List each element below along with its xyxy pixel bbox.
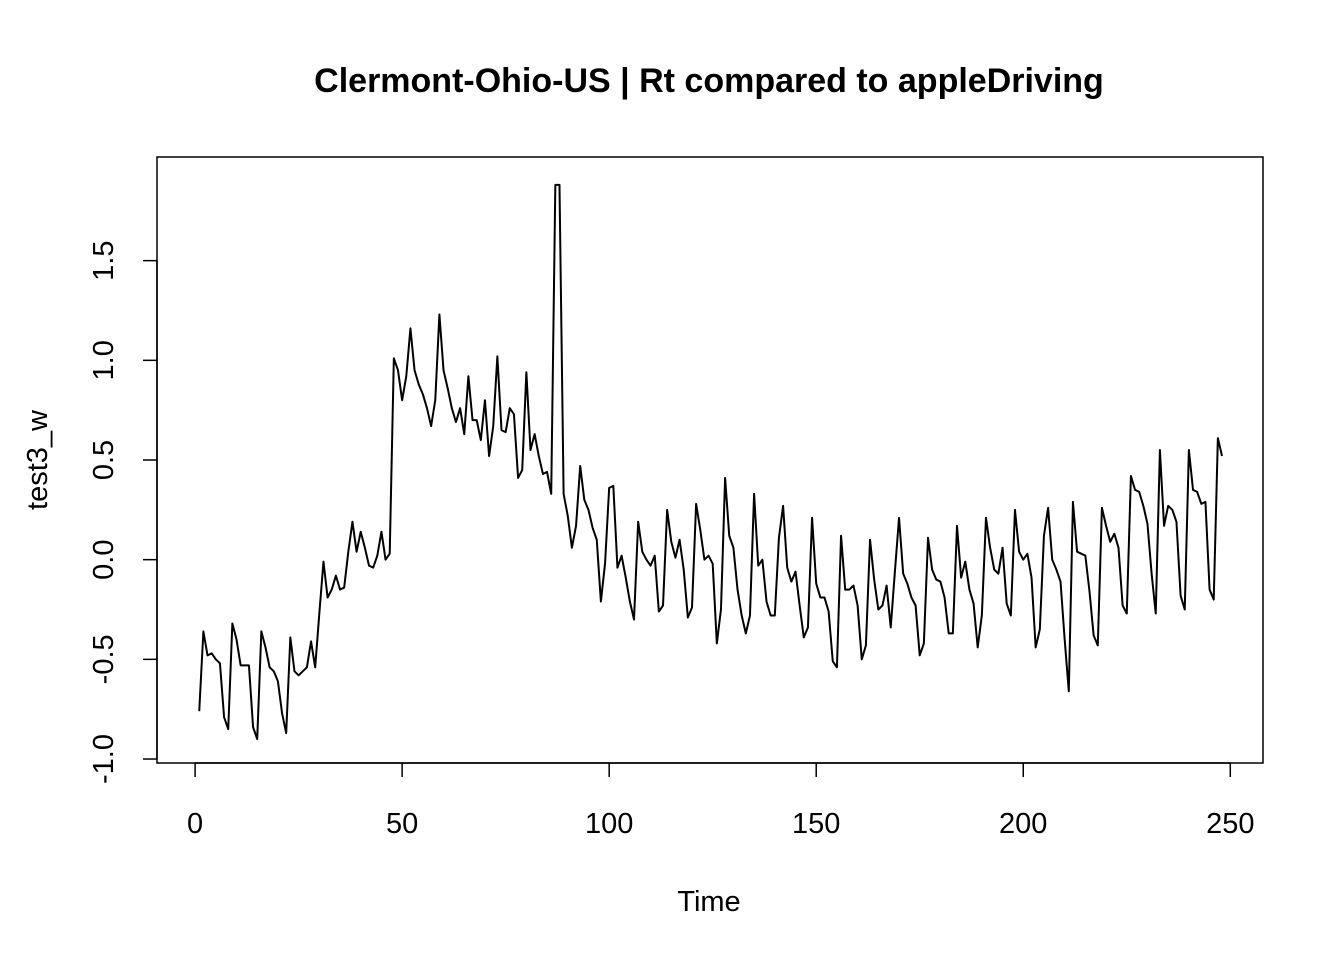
y-tick-label: 0.0 bbox=[88, 540, 120, 580]
chart-title: Clermont-Ohio-US | Rt compared to appleD… bbox=[314, 62, 1104, 100]
x-tick-label: 50 bbox=[386, 808, 418, 840]
x-tick-label: 250 bbox=[1206, 808, 1254, 840]
x-tick-label: 100 bbox=[585, 808, 633, 840]
x-tick-label: 200 bbox=[999, 808, 1047, 840]
plot-area bbox=[199, 185, 1222, 739]
x-axis: 0 50 100 150 200 250 bbox=[187, 763, 1254, 840]
y-tick-label: 1.0 bbox=[88, 340, 120, 380]
y-axis-label: test3_w bbox=[22, 409, 54, 510]
y-tick-label: 1.5 bbox=[88, 240, 120, 280]
y-tick-label: -0.5 bbox=[88, 634, 120, 684]
x-axis-label: Time bbox=[677, 886, 740, 918]
series-line bbox=[199, 185, 1222, 739]
y-tick-label: 0.5 bbox=[88, 440, 120, 480]
x-tick-label: 150 bbox=[792, 808, 840, 840]
y-tick-label: -1.0 bbox=[88, 734, 120, 784]
x-tick-label: 0 bbox=[187, 808, 203, 840]
plot-frame bbox=[157, 157, 1263, 763]
y-axis: -1.0 -0.5 0.0 0.5 1.0 1.5 bbox=[88, 240, 157, 784]
